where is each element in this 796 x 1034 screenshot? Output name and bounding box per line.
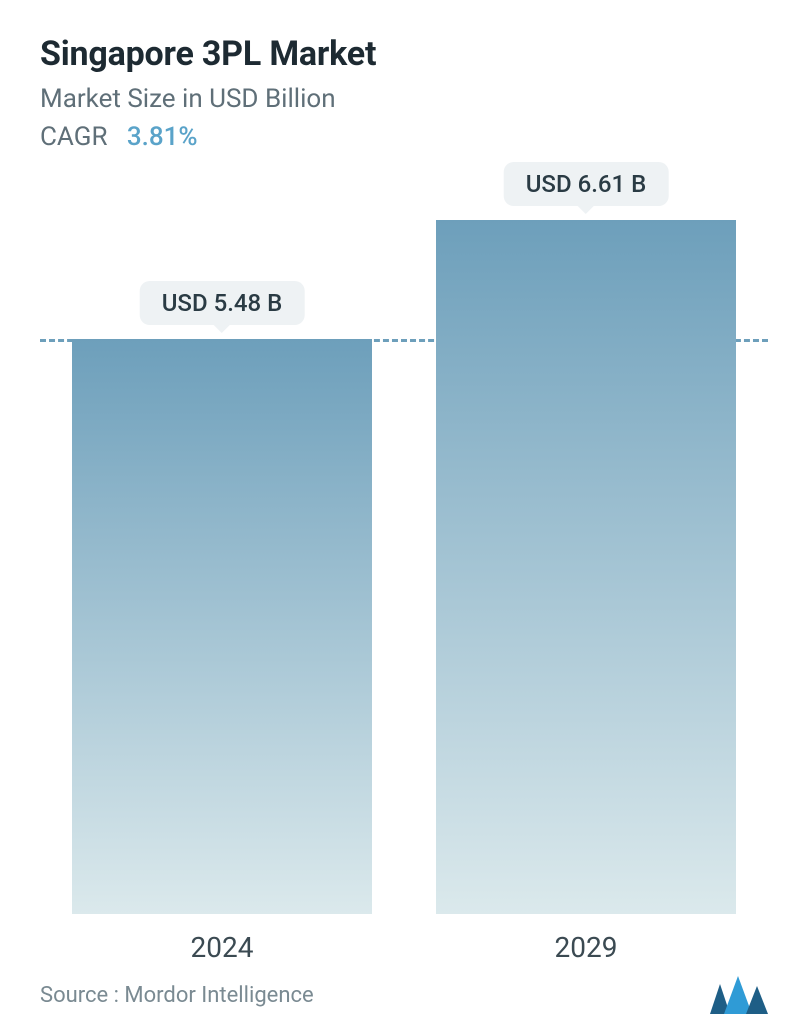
mordor-logo-icon	[710, 976, 768, 1014]
x-axis-labels: 2024 2029	[40, 931, 768, 964]
chart-footer: Source : Mordor Intelligence	[40, 976, 768, 1014]
bar-2029: USD 6.61 B	[436, 220, 736, 914]
x-label-2029: 2029	[436, 931, 736, 964]
cagr-value: 3.81%	[127, 122, 198, 152]
bar-rect-2029	[436, 220, 736, 914]
value-pill-2024: USD 5.48 B	[140, 281, 305, 325]
cagr-line: CAGR 3.81%	[40, 122, 768, 152]
chart-card: Singapore 3PL Market Market Size in USD …	[0, 0, 796, 1034]
bars-container: USD 5.48 BUSD 6.61 B	[40, 220, 768, 914]
chart-subtitle: Market Size in USD Billion	[40, 84, 768, 114]
cagr-label: CAGR	[40, 122, 107, 152]
x-label-2024: 2024	[72, 931, 372, 964]
chart-area: USD 5.48 BUSD 6.61 B	[40, 220, 768, 914]
bar-rect-2024	[72, 339, 372, 914]
bar-2024: USD 5.48 B	[72, 339, 372, 914]
value-pill-2029: USD 6.61 B	[504, 162, 669, 206]
chart-title: Singapore 3PL Market	[40, 34, 768, 74]
source-text: Source : Mordor Intelligence	[40, 983, 314, 1008]
